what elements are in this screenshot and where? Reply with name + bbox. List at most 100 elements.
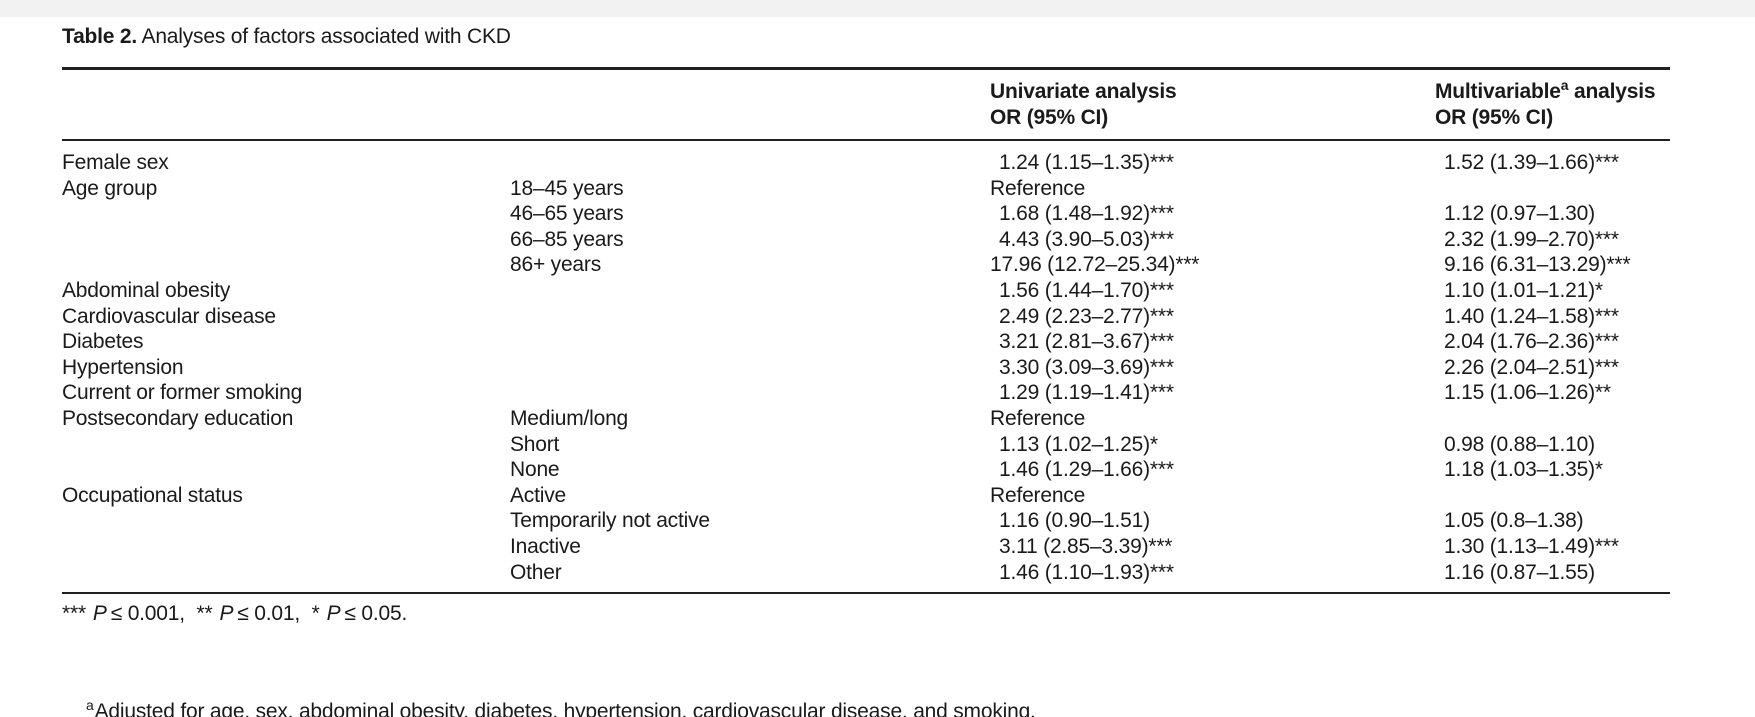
cell-univariate-or-value: 1.16 (0.90–1.51) <box>999 509 1150 533</box>
cell-factor-value: Hypertension <box>62 355 184 379</box>
sig-level-2: ** P ≤ 0.01, <box>197 602 301 625</box>
cell-univariate-or-value: Reference <box>990 406 1086 430</box>
cell-factor-value: Diabetes <box>62 330 144 354</box>
cell-univariate-or: Reference <box>990 483 1435 509</box>
cell-factor <box>62 227 510 253</box>
table-caption: Analyses of factors associated with CKD <box>137 25 511 48</box>
cell-category: 66–85 years <box>510 227 990 253</box>
cell-univariate-or: 1.46 (1.29–1.66)*** <box>990 457 1435 483</box>
cell-category-value: 66–85 years <box>510 227 624 251</box>
cell-univariate-or-value: 3.21 (2.81–3.67)*** <box>999 330 1174 354</box>
table-row: Age group 18–45 years Reference <box>62 176 1755 202</box>
page-top-strip <box>0 0 1755 17</box>
table-title: Table 2. Analyses of factors associated … <box>62 25 511 49</box>
table-row: Postsecondary education Medium/long Refere… <box>62 406 1755 432</box>
cell-univariate-or-value: Reference <box>990 176 1086 200</box>
cell-factor <box>62 201 510 227</box>
cell-multivariable-or-value: 1.16 (0.87–1.55) <box>1444 560 1595 584</box>
cell-category-value: Short <box>510 432 560 456</box>
cell-factor <box>62 432 510 458</box>
cell-multivariable-or: 1.52 (1.39–1.66)*** <box>1435 150 1755 176</box>
sig-level-3: * P ≤ 0.05. <box>312 602 408 625</box>
sig-p: P <box>219 602 234 625</box>
cell-univariate-or-value: 1.46 (1.29–1.66)*** <box>999 458 1174 482</box>
cell-univariate-or-value: 3.11 (2.85–3.39)*** <box>999 534 1173 558</box>
cell-univariate-or: 3.21 (2.81–3.67)*** <box>990 329 1435 355</box>
cell-factor: Cardiovascular disease <box>62 304 510 330</box>
cell-category-value: None <box>510 458 560 482</box>
cell-category <box>510 278 990 304</box>
cell-factor-value: Postsecondary education <box>62 406 294 430</box>
cell-category-value: 18–45 years <box>510 176 624 200</box>
cell-multivariable-or: 0.98 (0.88–1.10) <box>1435 432 1755 458</box>
cell-univariate-or: Reference <box>990 176 1435 202</box>
cell-multivariable-or: 1.30 (1.13–1.49)*** <box>1435 534 1755 560</box>
table-row: Inactive 3.11 (2.85–3.39)*** 1.30 (1.13–1.… <box>62 534 1755 560</box>
cell-multivariable-or-value: 1.52 (1.39–1.66)*** <box>1444 151 1619 174</box>
cell-multivariable-or-value: 0.98 (0.88–1.10) <box>1444 432 1595 456</box>
cell-factor-value: Cardiovascular disease <box>62 304 276 328</box>
table-row: Short 1.13 (1.02–1.25)* 0.98 (0.88–1.10) <box>62 432 1755 458</box>
cell-category: None <box>510 457 990 483</box>
cell-category: 86+ years <box>510 252 990 278</box>
cell-univariate-or: 4.43 (3.90–5.03)*** <box>990 227 1435 253</box>
cell-factor-value: Abdominal obesity <box>62 278 231 302</box>
cell-category: 18–45 years <box>510 176 990 202</box>
multivariable-footnote-marker: a <box>1560 77 1569 93</box>
cell-univariate-or-value: 2.49 (2.23–2.77)*** <box>999 304 1174 328</box>
cell-category <box>510 304 990 330</box>
table-row: Other 1.46 (1.10–1.93)*** 1.16 (0.87–1.55) <box>62 560 1755 586</box>
multivariable-header-rest: analysis <box>1568 80 1656 103</box>
cell-category-value: Temporarily not active <box>510 509 710 533</box>
rule-header <box>62 139 1670 141</box>
cell-univariate-or: 1.29 (1.19–1.41)*** <box>990 380 1435 406</box>
cell-factor-value: Female sex <box>62 151 169 174</box>
cell-multivariable-or-value: 1.30 (1.13–1.49)*** <box>1444 534 1619 558</box>
cell-univariate-or: 3.30 (3.09–3.69)*** <box>990 355 1435 381</box>
cell-univariate-or-value: Reference <box>990 483 1086 507</box>
cell-category-value: 86+ years <box>510 253 602 277</box>
adjustment-footnote-marker: a <box>86 697 94 713</box>
cell-category-value: Medium/long <box>510 406 629 430</box>
multivariable-header-line1: Multivariablea analysis <box>1435 77 1656 105</box>
sig-p: P <box>326 602 341 625</box>
cell-category <box>510 355 990 381</box>
cell-factor: Female sex <box>62 150 510 176</box>
table-row: 46–65 years 1.68 (1.48–1.92)*** 1.12 (0.97… <box>62 201 1755 227</box>
cell-factor <box>62 508 510 534</box>
cell-category <box>510 329 990 355</box>
cell-univariate-or: Reference <box>990 406 1435 432</box>
cell-multivariable-or-value: 1.10 (1.01–1.21)* <box>1444 278 1603 302</box>
cell-factor: Current or former smoking <box>62 380 510 406</box>
univariate-header-line2: OR (95% CI) <box>990 106 1108 129</box>
cell-factor-value: Age group <box>62 176 158 200</box>
cell-univariate-or-value: 1.29 (1.19–1.41)*** <box>999 381 1174 405</box>
cell-category: Inactive <box>510 534 990 560</box>
cell-multivariable-or: 1.40 (1.24–1.58)*** <box>1435 304 1755 330</box>
cell-category: Short <box>510 432 990 458</box>
rule-bottom <box>62 592 1670 594</box>
table-row: Cardiovascular disease 2.49 (2.23–2.77)**… <box>62 304 1755 330</box>
sig-stars: *** <box>62 602 86 625</box>
multivariable-header-main: Multivariable <box>1435 80 1561 103</box>
cell-multivariable-or <box>1435 483 1755 509</box>
table-row: 86+ years 17.96 (12.72–25.34)*** 9.16 (6.3… <box>62 252 1755 278</box>
cell-univariate-or: 1.68 (1.48–1.92)*** <box>990 201 1435 227</box>
cell-category: Medium/long <box>510 406 990 432</box>
table-row: Hypertension 3.30 (3.09–3.69)*** 2.26 (2.0… <box>62 355 1755 381</box>
cell-multivariable-or-value: 2.04 (1.76–2.36)*** <box>1444 330 1619 354</box>
cell-category-value: Active <box>510 483 566 507</box>
cell-multivariable-or: 2.26 (2.04–2.51)*** <box>1435 355 1755 381</box>
cell-multivariable-or: 9.16 (6.31–13.29)*** <box>1435 252 1755 278</box>
table-row: Female sex 1.24 (1.15–1.35)*** 1.52 (1.39–… <box>62 150 1755 176</box>
cell-multivariable-or-value: 1.05 (0.8–1.38) <box>1444 509 1584 533</box>
significance-footnote: *** P ≤ 0.001, ** P ≤ 0.01, * P ≤ 0.05. <box>62 601 413 627</box>
table-row: Current or former smoking 1.29 (1.19–1.41… <box>62 380 1755 406</box>
adjustment-footnote-text: Adjusted for age, sex, abdominal obesity… <box>94 700 1036 717</box>
table-row: None 1.46 (1.29–1.66)*** 1.18 (1.03–1.35)* <box>62 457 1755 483</box>
cell-category-value: 46–65 years <box>510 202 624 226</box>
cell-univariate-or: 1.56 (1.44–1.70)*** <box>990 278 1435 304</box>
cell-category <box>510 150 990 176</box>
cell-category: Other <box>510 560 990 586</box>
